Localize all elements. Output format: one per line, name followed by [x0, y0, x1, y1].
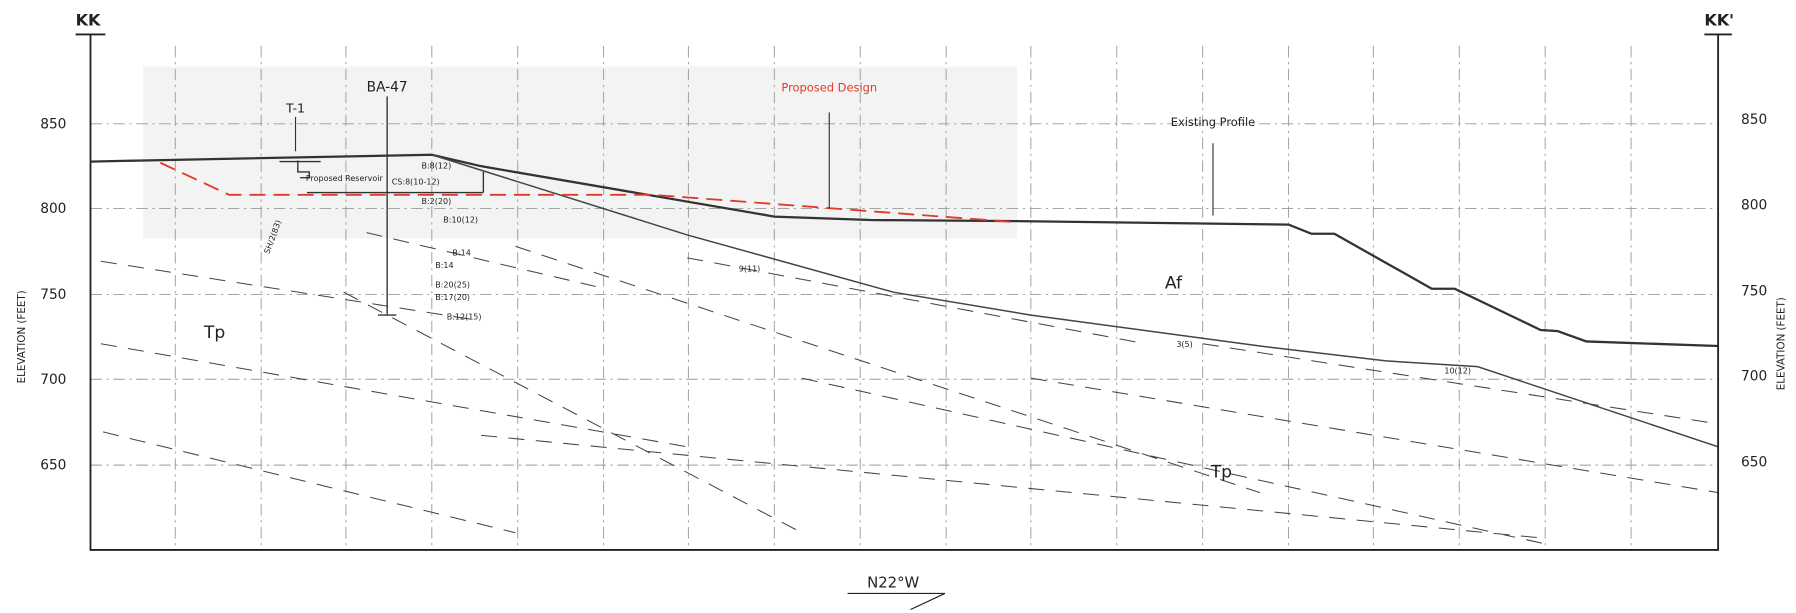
direction-arrow — [847, 592, 946, 610]
pointers — [294, 112, 1214, 216]
boring-label: B:10(12) — [443, 215, 478, 224]
axis-label: ELEVATION (FEET) — [16, 290, 28, 383]
unit-label: Af — [1165, 274, 1183, 294]
tick-label: 700 — [40, 372, 66, 388]
section-end: KK' — [1704, 10, 1734, 29]
tick-label: 650 — [1741, 454, 1767, 470]
unit-label: Tp — [203, 323, 225, 343]
tick-label: 650 — [40, 458, 66, 474]
boring-label: B:20(25) — [435, 281, 470, 290]
bedding — [100, 232, 1719, 545]
label: Existing Profile — [1171, 115, 1256, 129]
boring-label: 9(11) — [739, 265, 761, 274]
contact-line — [431, 154, 1719, 448]
boring-label: B:14 — [452, 249, 470, 258]
grid — [90, 45, 1719, 550]
boring-label: B:17(20) — [435, 293, 470, 302]
boring-label: B:8(12) — [422, 161, 452, 170]
label-text: Proposed Design — [781, 81, 877, 95]
boring-label: 3(5) — [1176, 340, 1192, 349]
unit-label: Tp — [1210, 463, 1232, 483]
structures — [279, 96, 485, 316]
boring-label: CS:8(10-12) — [392, 178, 440, 187]
tick-label: 800 — [40, 201, 66, 217]
direction-label: N22°W — [867, 574, 919, 592]
tick-label: 850 — [1741, 112, 1767, 128]
label: Proposed Reservoir — [306, 174, 384, 183]
boring-label: B:14 — [435, 261, 453, 270]
existing-profile — [90, 153, 1719, 348]
label: Proposed Design — [781, 81, 877, 95]
section-end: KK — [76, 10, 101, 29]
tick-label: 700 — [1741, 368, 1767, 384]
boring-label: B:2(20) — [422, 197, 452, 206]
tick-label: 750 — [1741, 284, 1767, 300]
boring-label: B:12(15) — [447, 313, 482, 322]
frame — [75, 33, 1732, 551]
axis-label: ELEVATION (FEET) — [1776, 297, 1788, 390]
tick-label: 800 — [1741, 198, 1767, 214]
boring-label: 10(12) — [1444, 367, 1471, 376]
tick-label: 850 — [40, 116, 66, 132]
proposed-design-line — [159, 161, 1018, 224]
shade — [143, 66, 1018, 239]
tick-label: 750 — [40, 287, 66, 303]
label: BA-47 — [367, 80, 408, 96]
label: T-1 — [285, 100, 305, 115]
